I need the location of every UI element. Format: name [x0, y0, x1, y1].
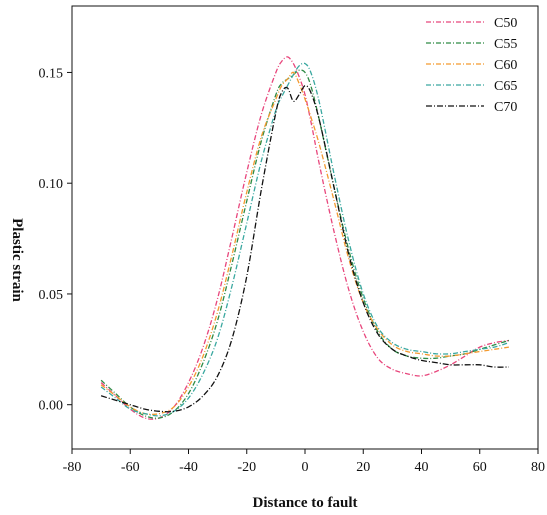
x-axis-title: Distance to fault — [253, 495, 358, 511]
x-tick-label: -20 — [237, 460, 256, 475]
series-line-c60 — [100, 71, 510, 416]
series-line-c70 — [100, 85, 509, 413]
x-tick-label: 20 — [356, 460, 370, 475]
x-tick-label: 80 — [531, 460, 545, 475]
legend-label-c50: C50 — [494, 16, 517, 31]
legend-label-c70: C70 — [494, 100, 517, 115]
y-tick-label: 0.15 — [39, 66, 64, 81]
series-line-c65 — [100, 62, 510, 417]
x-tick-label: -80 — [63, 460, 82, 475]
legend-label-c60: C60 — [494, 58, 517, 73]
x-tick-label: 60 — [473, 460, 487, 475]
y-axis-ticks: 0.00 0.05 0.10 0.15 — [39, 66, 72, 414]
y-tick-label: 0.05 — [39, 288, 64, 303]
x-tick-label: 40 — [415, 460, 429, 475]
legend: C50 C55 C60 C65 C70 — [426, 16, 517, 115]
legend-label-c55: C55 — [494, 37, 517, 52]
x-axis-ticks: -80 -60 -40 -20 0 20 40 60 80 — [63, 449, 545, 475]
y-axis-title: Plastic strain — [9, 218, 25, 302]
series-lines — [100, 56, 510, 420]
x-tick-label: -60 — [121, 460, 140, 475]
series-line-c55 — [100, 69, 510, 419]
y-tick-label: 0.10 — [39, 177, 64, 192]
x-tick-label: 0 — [302, 460, 309, 475]
legend-label-c65: C65 — [494, 79, 517, 94]
series-line-c50 — [100, 56, 509, 420]
y-tick-label: 0.00 — [39, 399, 64, 414]
x-tick-label: -40 — [179, 460, 198, 475]
